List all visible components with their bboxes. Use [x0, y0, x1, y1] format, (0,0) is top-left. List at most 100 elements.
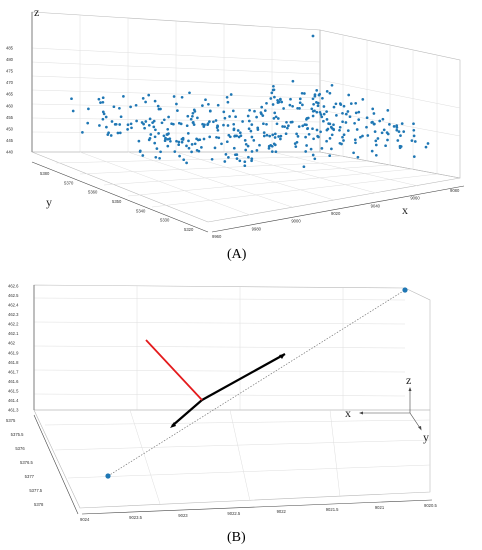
scatter-point: [217, 136, 221, 140]
scatter-point: [342, 133, 346, 137]
scatter-point: [166, 127, 170, 131]
scatter-point: [295, 132, 298, 136]
scatter-point: [315, 89, 319, 92]
scatter-point: [207, 102, 210, 106]
scatter-point: [200, 146, 203, 149]
scatter-point: [269, 97, 273, 100]
scatter-point: [313, 109, 316, 113]
scatter-point: [384, 144, 387, 148]
scatter-point: [320, 147, 324, 150]
panel-b-z-tick: 461.9: [8, 350, 19, 355]
panel-b-z-tick: 462.2: [8, 322, 19, 327]
scatter-point: [341, 120, 344, 124]
scatter-point: [243, 139, 247, 142]
scatter-point: [313, 93, 317, 96]
panel-b-normal-vector: [145, 339, 203, 401]
scatter-point: [191, 114, 194, 118]
scatter-point: [109, 134, 113, 137]
scatter-point: [410, 139, 414, 142]
scatter-point: [325, 110, 328, 113]
scatter-point: [203, 123, 206, 127]
scatter-point: [402, 130, 406, 133]
scatter-point: [378, 119, 382, 123]
panel-a-x-tick: 9980: [252, 226, 262, 231]
scatter-point: [325, 118, 329, 121]
scatter-point: [252, 139, 256, 142]
panel-a-y-label: y: [46, 195, 52, 209]
triad-x-label: x: [345, 406, 351, 420]
scatter-point: [291, 79, 295, 83]
scatter-point: [315, 110, 319, 114]
scatter-point: [253, 109, 256, 113]
scatter-point: [248, 108, 251, 112]
scatter-point: [118, 131, 122, 135]
scatter-point: [196, 116, 199, 120]
scatter-point: [332, 105, 336, 109]
scatter-point: [231, 109, 235, 113]
triad-z-label: z: [406, 373, 411, 387]
scatter-point: [300, 91, 304, 95]
scatter-point: [232, 127, 236, 131]
panel-a-y-tick: 5380: [40, 171, 50, 176]
scatter-point: [302, 165, 306, 169]
scatter-point: [259, 111, 263, 114]
panel-b-x-tick: 9022: [277, 509, 287, 514]
panel-a-y-tick: 5340: [136, 208, 146, 213]
scatter-point: [347, 93, 351, 97]
scatter-point: [376, 137, 380, 140]
scatter-point: [155, 147, 159, 150]
scatter-point: [321, 96, 324, 100]
scatter-point: [250, 150, 254, 153]
scatter-point: [322, 105, 326, 108]
scatter-point: [275, 122, 279, 126]
scatter-point: [246, 144, 250, 148]
scatter-point: [172, 95, 176, 98]
panel-b-y-tick: 5375.5: [11, 432, 24, 437]
scatter-point: [301, 103, 304, 107]
scatter-point: [166, 137, 170, 141]
scatter-point: [325, 128, 329, 132]
scatter-point: [274, 115, 278, 119]
panel-b-z-tick: 462.4: [8, 303, 19, 308]
scatter-point: [338, 128, 341, 132]
panel-b-z-tick: 461.6: [8, 379, 19, 384]
scatter-point: [282, 107, 285, 110]
panel-b-x-tick-labels: 9024 9023.5 9023 9022.5 9022 9021.5 9021 9020.5: [80, 503, 437, 522]
scatter-point: [268, 134, 272, 138]
scatter-point: [116, 131, 120, 135]
panel-b-fitted-line: [107, 289, 406, 477]
scatter-point: [208, 120, 211, 123]
scatter-point: [298, 97, 302, 101]
scatter-point: [222, 123, 225, 127]
scatter-point: [250, 159, 253, 163]
scatter-point: [322, 112, 326, 116]
scatter-point: [222, 110, 226, 114]
scatter-point: [265, 133, 269, 137]
scatter-point: [357, 118, 361, 121]
scatter-point: [180, 140, 184, 144]
scatter-point: [311, 97, 315, 101]
panel-b-y-tick: 5378: [34, 502, 44, 507]
panel-b-x-axis-line: [81, 499, 433, 515]
scatter-point: [233, 134, 237, 138]
scatter-point: [328, 137, 332, 140]
panel-a-caption: (A): [227, 247, 247, 262]
panel-a-x-tick: 9020: [331, 211, 341, 216]
scatter-point: [319, 130, 322, 134]
panel-a-z-tick-labels: 440 445 450 455 460 465 470 475 480 485: [6, 46, 14, 155]
panel-b-y-tick: 5376: [15, 446, 25, 451]
scatter-point: [167, 115, 170, 119]
scatter-point: [206, 122, 210, 126]
scatter-point: [359, 135, 362, 139]
scatter-point: [175, 139, 178, 143]
scatter-point: [270, 144, 274, 148]
panel-b-caption: (B): [227, 530, 246, 545]
scatter-point: [283, 125, 287, 129]
scatter-point: [280, 100, 284, 104]
scatter-point: [395, 128, 399, 132]
scatter-point: [329, 125, 333, 129]
scatter-point: [158, 156, 161, 160]
scatter-point: [225, 140, 229, 144]
scatter-point: [267, 144, 271, 148]
panel-a-x-tick: 9960: [212, 234, 222, 239]
